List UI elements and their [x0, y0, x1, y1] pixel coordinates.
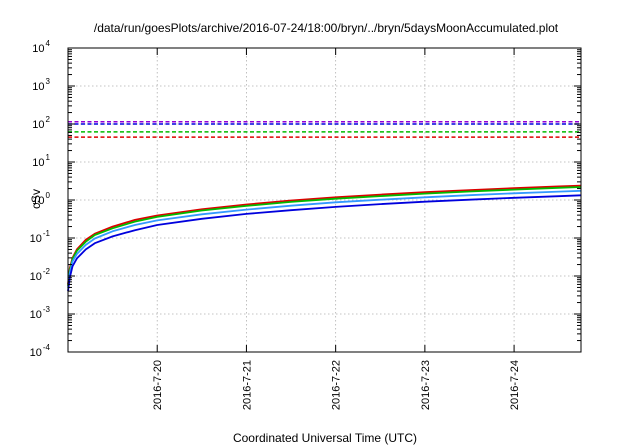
- series-line-1: [67, 186, 582, 287]
- x-tick-label: 2016-7-23: [420, 360, 432, 410]
- series-line-0: [67, 184, 582, 285]
- chart-title: /data/run/goesPlots/archive/2016-07-24/1…: [94, 21, 559, 35]
- series-line-3: [67, 194, 582, 292]
- y-tick-label: 10-2: [30, 267, 51, 283]
- x-tick-label: 2016-7-24: [509, 360, 521, 410]
- y-tick-label: 10-1: [30, 229, 51, 245]
- y-axis-label: cSv: [29, 189, 43, 209]
- y-tick-label: 10-3: [30, 305, 51, 321]
- y-tick-label: 10-4: [30, 343, 51, 359]
- x-tick-label: 2016-7-22: [331, 360, 343, 410]
- y-tick-label: 102: [32, 115, 50, 131]
- y-tick-label: 104: [32, 39, 50, 55]
- y-tick-label: 101: [32, 153, 50, 169]
- series-line-2: [67, 189, 582, 289]
- series-layer: [67, 120, 582, 292]
- y-tick-label: 103: [32, 77, 50, 93]
- x-tick-label: 2016-7-21: [241, 360, 253, 410]
- x-axis-label: Coordinated Universal Time (UTC): [233, 431, 417, 445]
- ticks: 10-410-310-210-11001011021031042016-7-20…: [30, 39, 581, 410]
- x-tick-label: 2016-7-20: [152, 360, 164, 410]
